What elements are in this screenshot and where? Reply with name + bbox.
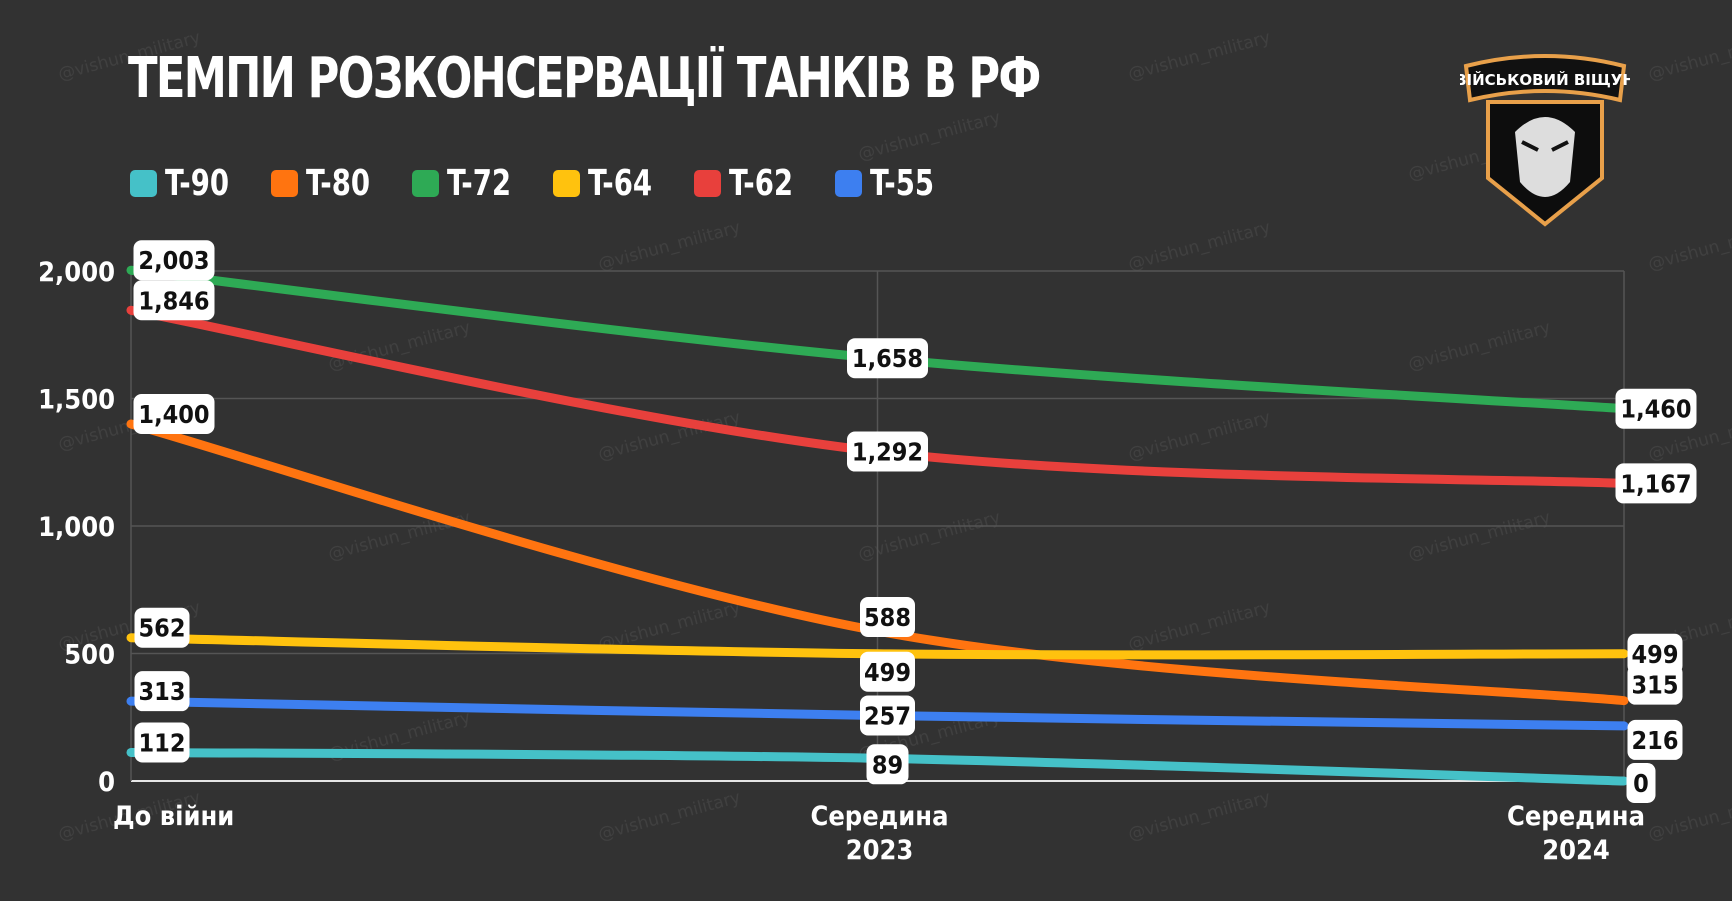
legend-swatch bbox=[271, 170, 298, 197]
data-label: 1,292 bbox=[852, 438, 923, 467]
y-tick-label: 1,000 bbox=[38, 512, 115, 543]
data-label-box bbox=[134, 607, 190, 648]
watermark: @vishun_military bbox=[1646, 218, 1732, 275]
chart-title: ТЕМПИ РОЗКОНСЕРВАЦІЇ ТАНКІВ В РФ bbox=[128, 46, 1041, 111]
watermark: @vishun_military bbox=[1126, 598, 1273, 655]
y-tick-label: 0 bbox=[98, 767, 115, 798]
logo: ВІЙСЬКОВИЙ ВІЩУН bbox=[1460, 54, 1630, 227]
data-label-box bbox=[1627, 719, 1683, 760]
watermark: @vishun_military bbox=[56, 28, 203, 85]
data-label-box bbox=[134, 722, 190, 763]
data-label-box bbox=[1615, 388, 1697, 429]
watermark: @vishun_military bbox=[1126, 788, 1273, 845]
data-label-box bbox=[1627, 633, 1683, 674]
watermark: @vishun_military bbox=[1646, 28, 1732, 85]
watermark: @vishun_military bbox=[596, 218, 743, 275]
watermark: @vishun_military bbox=[1126, 408, 1273, 465]
data-label: 1,658 bbox=[852, 344, 923, 373]
legend-label: T-62 bbox=[729, 163, 794, 204]
watermark: @vishun_military bbox=[1126, 218, 1273, 275]
x-tick-label: 2023 bbox=[846, 835, 914, 866]
legend-label: T-72 bbox=[447, 163, 512, 204]
data-label: 1,167 bbox=[1620, 469, 1691, 498]
legend-item: T-64 bbox=[553, 163, 668, 204]
data-label-box bbox=[847, 338, 928, 379]
legend-swatch bbox=[412, 170, 439, 197]
data-label: 499 bbox=[1632, 640, 1679, 669]
legend: T-90 T-80 T-72 T-64 T-62 T-55 bbox=[130, 163, 976, 204]
legend-item: T-90 bbox=[130, 163, 245, 204]
data-label: 2,003 bbox=[138, 246, 209, 275]
data-label-box bbox=[1626, 763, 1656, 803]
data-label: 499 bbox=[864, 658, 911, 687]
data-label: 562 bbox=[139, 614, 186, 643]
legend-label: T-90 bbox=[165, 163, 230, 204]
data-label-box bbox=[133, 394, 215, 434]
watermark: @vishun_military bbox=[1126, 28, 1273, 85]
watermark: @vishun_military bbox=[1406, 318, 1553, 375]
watermark: @vishun_military bbox=[1646, 788, 1732, 845]
data-label: 89 bbox=[872, 750, 903, 779]
wizard-face-icon bbox=[1515, 117, 1575, 197]
watermark: @vishun_military bbox=[1406, 508, 1553, 565]
data-label: 588 bbox=[864, 603, 911, 632]
legend-label: T-80 bbox=[306, 163, 371, 204]
data-label: 1,460 bbox=[1620, 395, 1691, 424]
legend-label: T-55 bbox=[870, 163, 935, 204]
legend-item: T-72 bbox=[412, 163, 527, 204]
data-label-box bbox=[1615, 463, 1697, 504]
y-tick-label: 500 bbox=[64, 640, 115, 671]
data-label: 0 bbox=[1633, 769, 1649, 798]
data-label-box bbox=[860, 597, 915, 638]
watermark: @vishun_military bbox=[596, 788, 743, 845]
data-label-box bbox=[860, 695, 915, 736]
data-label: 1,846 bbox=[138, 286, 209, 315]
data-label-box bbox=[133, 280, 215, 321]
data-label-box bbox=[860, 651, 915, 692]
x-tick-label: 2024 bbox=[1542, 835, 1610, 866]
x-tick-label: До війни bbox=[113, 801, 234, 832]
data-label-box bbox=[847, 431, 928, 472]
legend-item: T-80 bbox=[271, 163, 386, 204]
legend-swatch bbox=[553, 170, 580, 197]
data-label-box bbox=[1627, 664, 1683, 705]
legend-item: T-55 bbox=[835, 163, 950, 204]
x-tick-label: Середина bbox=[811, 801, 949, 832]
legend-label: T-64 bbox=[588, 163, 653, 204]
data-label: 315 bbox=[1632, 671, 1679, 700]
data-label: 112 bbox=[139, 728, 186, 757]
y-tick-label: 1,500 bbox=[38, 385, 115, 416]
watermark: @vishun_military bbox=[326, 508, 473, 565]
data-label-box bbox=[133, 240, 215, 281]
legend-swatch bbox=[835, 170, 862, 197]
legend-item: T-62 bbox=[694, 163, 809, 204]
legend-swatch bbox=[694, 170, 721, 197]
data-label: 313 bbox=[139, 677, 186, 706]
legend-swatch bbox=[130, 170, 157, 197]
data-label: 257 bbox=[864, 701, 911, 730]
data-label-box bbox=[866, 744, 909, 785]
y-tick-label: 2,000 bbox=[38, 257, 115, 288]
logo-text: ВІЙСЬКОВИЙ ВІЩУН bbox=[1460, 70, 1630, 89]
data-label: 216 bbox=[1632, 726, 1679, 755]
data-label: 1,400 bbox=[138, 400, 209, 429]
data-label-box bbox=[134, 671, 190, 712]
watermark: @vishun_military bbox=[856, 108, 1003, 165]
x-tick-label: Середина bbox=[1507, 801, 1645, 832]
